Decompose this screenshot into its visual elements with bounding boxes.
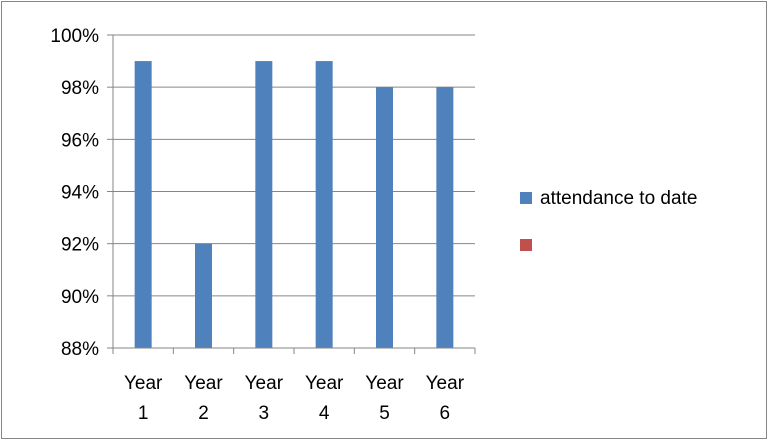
x-tick-label: Year bbox=[184, 373, 223, 394]
x-tick-label: Year bbox=[426, 373, 465, 394]
x-tick-labels: Year 1 Year 2 Year 3 Year 4 Year 5 Year 6 bbox=[124, 373, 465, 424]
y-tick-label: 90% bbox=[61, 287, 99, 308]
x-tick-label: Year bbox=[124, 373, 163, 394]
x-tick-label: 2 bbox=[198, 403, 209, 424]
bars bbox=[134, 61, 454, 349]
y-tick-labels: 88% 90% 92% 94% 96% 98% 100% bbox=[50, 26, 99, 360]
y-tick-label: 94% bbox=[61, 183, 99, 204]
y-tick-label: 92% bbox=[61, 235, 99, 256]
bar bbox=[315, 61, 333, 348]
x-tick-label: Year bbox=[245, 373, 284, 394]
bar bbox=[255, 61, 273, 348]
bar bbox=[376, 87, 393, 349]
x-tick-label: 5 bbox=[379, 403, 390, 424]
y-tick-label: 100% bbox=[50, 26, 99, 47]
legend-swatch bbox=[520, 239, 532, 251]
x-tick-label: 4 bbox=[319, 403, 330, 424]
x-tick-label: 6 bbox=[440, 403, 451, 424]
x-tick-label: Year bbox=[305, 373, 344, 394]
gridlines bbox=[113, 34, 475, 297]
bar bbox=[134, 61, 152, 348]
legend-swatch bbox=[520, 192, 532, 204]
x-tick-label: 1 bbox=[138, 403, 149, 424]
bar bbox=[195, 243, 212, 348]
y-tick-label: 96% bbox=[61, 130, 99, 151]
legend: attendance to date bbox=[520, 188, 697, 251]
axes bbox=[107, 34, 476, 354]
bar bbox=[436, 87, 454, 349]
legend-label: attendance to date bbox=[540, 188, 697, 209]
y-tick-label: 88% bbox=[61, 339, 99, 360]
x-tick-label: Year bbox=[365, 373, 404, 394]
x-tick-label: 3 bbox=[259, 403, 270, 424]
y-tick-label: 98% bbox=[61, 78, 99, 99]
